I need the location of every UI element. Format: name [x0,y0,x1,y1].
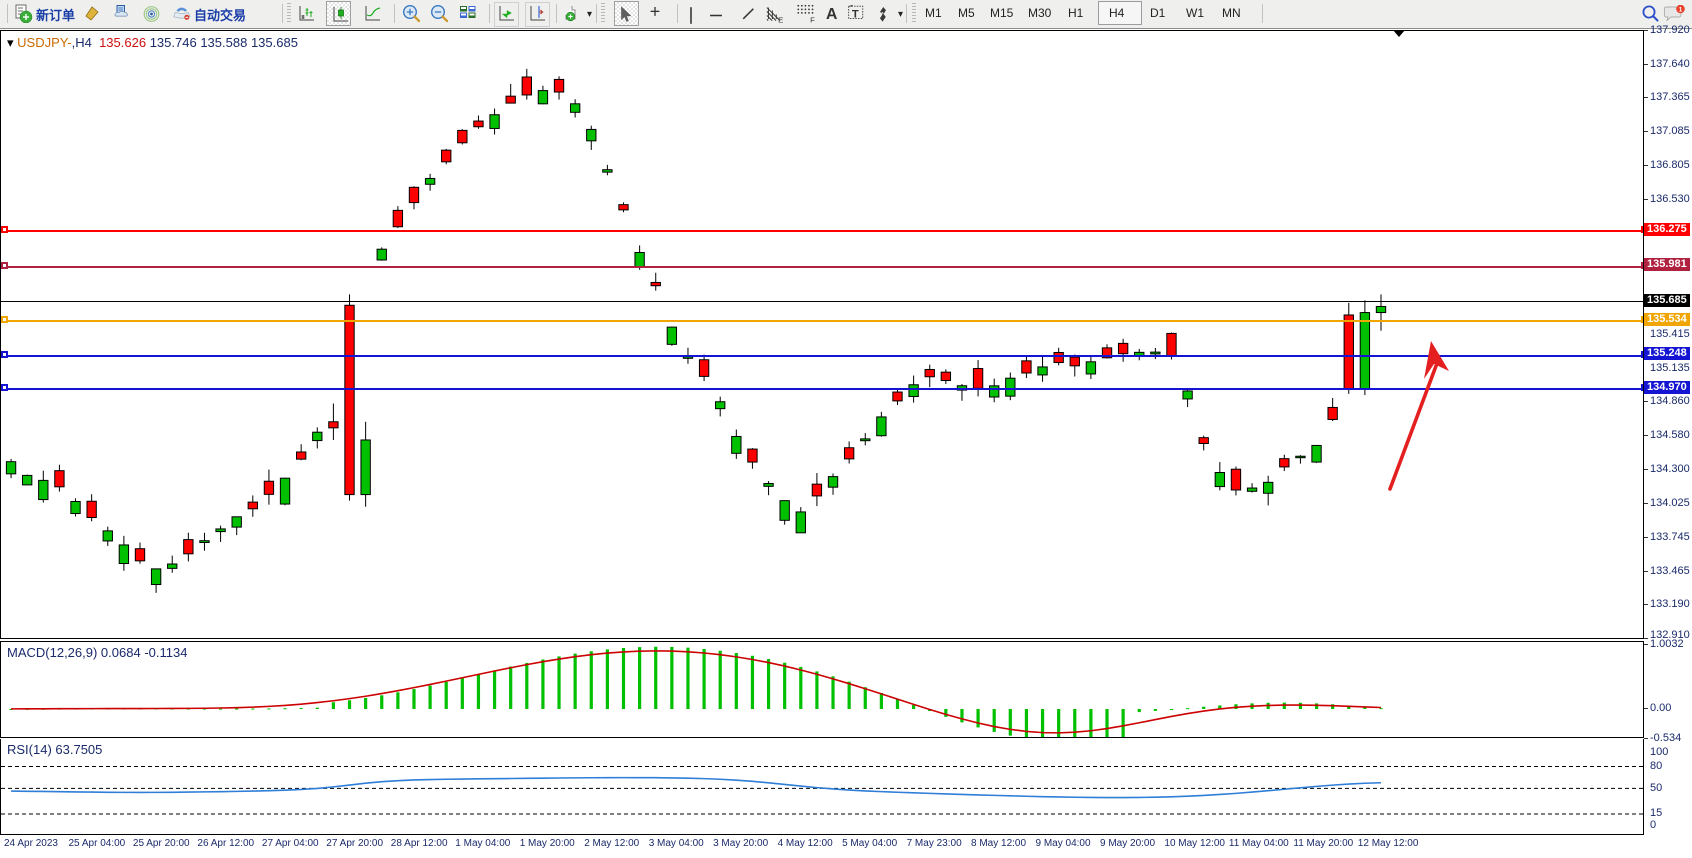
svg-text:F: F [810,15,815,23]
svg-text:T: T [852,9,859,21]
svg-text:E: E [778,15,783,23]
svg-text:A: A [826,6,837,23]
